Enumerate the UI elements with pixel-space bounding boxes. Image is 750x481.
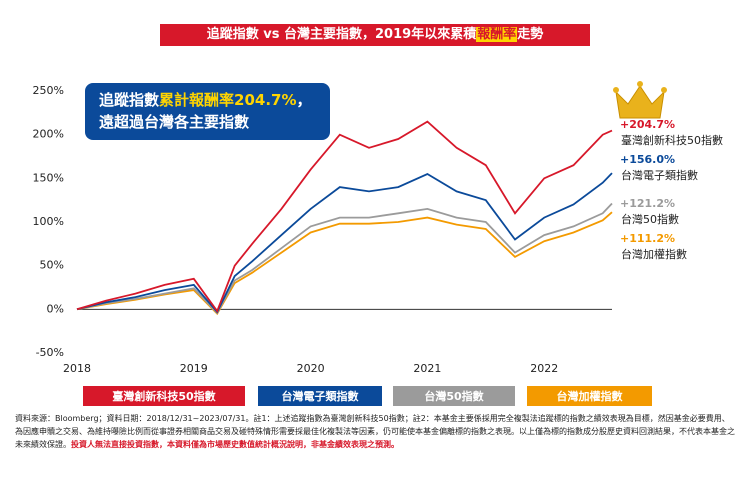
x-tick-label: 2021 bbox=[413, 362, 441, 375]
series-line bbox=[76, 120, 613, 313]
x-tick-label: 2019 bbox=[180, 362, 208, 375]
x-tick-label: 2022 bbox=[530, 362, 558, 375]
y-tick-label: 0% bbox=[47, 302, 64, 315]
series-line bbox=[76, 172, 613, 314]
title: 追蹤指數 vs 台灣主要指數，2019年以來累積報酬率走勢 bbox=[160, 24, 590, 46]
x-tick-label: 2020 bbox=[297, 362, 325, 375]
end-name-label: 台灣50指數 bbox=[621, 212, 679, 226]
legend-swatch bbox=[527, 386, 652, 406]
callout-line: 遠超過台灣各主要指數 bbox=[99, 113, 250, 131]
callout-line: 追蹤指數累計報酬率204.7%， bbox=[99, 89, 330, 111]
series-line bbox=[76, 202, 613, 315]
end-name-label: 台灣電子類指數 bbox=[621, 168, 698, 182]
callout-text: ， bbox=[296, 91, 312, 109]
y-tick-label: 50% bbox=[40, 259, 64, 272]
footnote-text: 資料來源：Bloomberg；資料日期：2018/12/31~2023/07/3… bbox=[15, 414, 735, 449]
end-value-label: +204.7% bbox=[620, 118, 675, 131]
end-name-label: 臺灣創新科技50指數 bbox=[621, 133, 723, 147]
legend-label: 台灣加權指數 bbox=[557, 389, 623, 403]
title-part: 走勢 bbox=[517, 27, 544, 42]
legend-label: 台灣50指數 bbox=[424, 389, 483, 403]
y-tick-label: 150% bbox=[33, 171, 64, 184]
y-tick-label: 250% bbox=[33, 84, 64, 97]
legend-label: 臺灣創新科技50指數 bbox=[112, 389, 215, 403]
footnote: 資料來源：Bloomberg；資料日期：2018/12/31~2023/07/3… bbox=[15, 412, 735, 451]
end-value-label: +156.0% bbox=[620, 153, 675, 166]
title-highlight: 報酬率 bbox=[476, 27, 518, 42]
title-part: 追蹤指數 vs 台灣主要指數，2019年以來累積 bbox=[206, 27, 477, 42]
end-name-label: 台灣加權指數 bbox=[621, 247, 687, 261]
legend-swatch bbox=[393, 386, 515, 406]
end-value-label: +121.2% bbox=[620, 197, 675, 210]
legend-swatch bbox=[83, 386, 245, 406]
footnote-warning: 投資人無法直接投資指數，本資料僅為市場歷史數值統計概況說明，非基金績效表現之預測… bbox=[71, 440, 399, 449]
y-tick-label: -50% bbox=[36, 346, 64, 359]
crown bbox=[613, 81, 667, 119]
y-tick-label: 100% bbox=[33, 215, 64, 228]
callout-highlight: 累計報酬率204.7% bbox=[159, 91, 297, 109]
end-value-label: +111.2% bbox=[620, 232, 675, 245]
y-tick-label: 200% bbox=[33, 128, 64, 141]
series-line bbox=[76, 211, 613, 316]
callout-text: 追蹤指數 bbox=[99, 91, 160, 109]
legend-swatch bbox=[258, 386, 382, 406]
x-tick-label: 2018 bbox=[63, 362, 91, 375]
legend-label: 台灣電子類指數 bbox=[282, 389, 359, 403]
callout: 追蹤指數累計報酬率204.7%， 遠超過台灣各主要指數 bbox=[85, 83, 330, 140]
